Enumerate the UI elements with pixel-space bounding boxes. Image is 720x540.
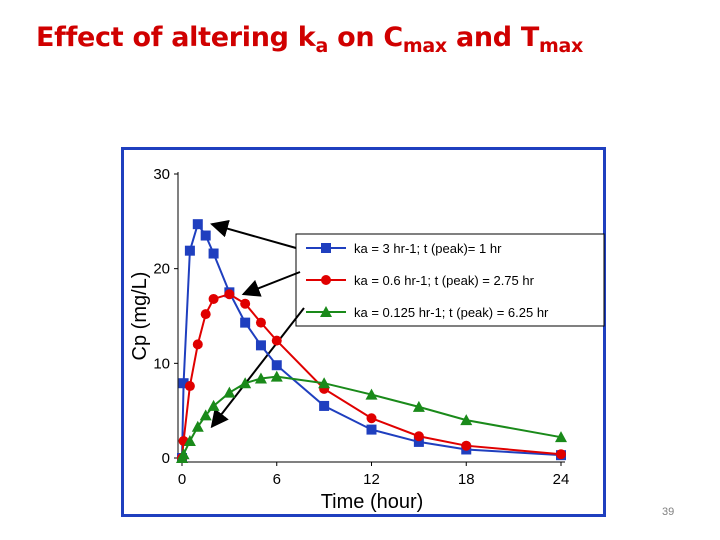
data-point: [240, 317, 251, 328]
data-point: [177, 448, 190, 460]
data-point: [184, 245, 195, 256]
data-point: [255, 340, 266, 351]
data-point: [192, 339, 203, 350]
slide-title: Effect of altering ka on Cmax and Tmax: [36, 22, 584, 57]
series-3: [176, 370, 567, 463]
data-point: [556, 449, 566, 460]
data-point: [184, 381, 195, 392]
data-point: [366, 413, 377, 424]
annotation-arrows: [210, 219, 305, 429]
data-point: [254, 372, 267, 384]
series-2: [177, 289, 566, 463]
data-point: [224, 289, 235, 300]
data-point: [199, 409, 212, 421]
data-point: [366, 424, 377, 435]
data-point: [191, 420, 204, 432]
legend: ka = 3 hr-1; t (peak)= 1 hr ka = 0.6 hr-1…: [295, 233, 605, 327]
data-point: [223, 386, 236, 398]
x-axis-title: Time (hour): [321, 491, 424, 513]
legend-label: ka = 0.125 hr-1; t (peak) = 6.25 hr: [354, 305, 549, 320]
y-tick-label: 10: [153, 355, 170, 372]
y-tick-label: 0: [162, 450, 170, 467]
data-point: [413, 436, 424, 447]
axes: 0 10 20 30 0 6 12 18 24 Time (hour) Cp (mg/L): [129, 166, 569, 513]
legend-label: ka = 3 hr-1; t (peak)= 1 hr: [354, 241, 502, 256]
data-point: [200, 309, 211, 320]
page-number: 39: [662, 506, 675, 518]
y-axis-title: Cp (mg/L): [129, 272, 151, 361]
legend-swatch-marker: [321, 243, 331, 253]
x-tick-label: 18: [458, 471, 475, 488]
annotation-arrow: [241, 271, 301, 297]
data-point: [318, 377, 331, 389]
data-point: [413, 431, 424, 442]
data-point: [200, 230, 211, 241]
data-point: [183, 434, 196, 446]
data-point: [255, 317, 266, 328]
data-point: [208, 248, 219, 259]
data-point: [240, 298, 251, 309]
data-point: [412, 400, 425, 412]
data-point: [461, 440, 472, 451]
annotation-arrow: [210, 219, 297, 249]
x-tick-label: 6: [273, 471, 281, 488]
data-point: [460, 414, 473, 426]
legend-swatch-marker: [321, 275, 331, 285]
y-tick-label: 30: [153, 166, 170, 183]
data-point: [178, 378, 189, 389]
x-tick-label: 12: [363, 471, 380, 488]
legend-label: ka = 0.6 hr-1; t (peak) = 2.75 hr: [354, 273, 535, 288]
data-point: [271, 335, 282, 346]
y-tick-label: 20: [153, 261, 170, 278]
data-point: [270, 370, 283, 382]
x-tick-label: 0: [178, 471, 186, 488]
legend-swatch-marker: [320, 306, 332, 317]
data-point: [365, 388, 378, 400]
x-tick-label: 24: [553, 471, 570, 488]
data-point: [207, 399, 220, 411]
data-point: [239, 377, 252, 389]
annotation-arrow: [210, 307, 305, 429]
series: [176, 219, 567, 463]
data-point: [555, 431, 567, 443]
legend-box: [295, 233, 605, 327]
data-point: [208, 293, 219, 304]
data-point: [271, 360, 282, 371]
data-point: [192, 219, 203, 230]
data-point: [319, 400, 330, 411]
